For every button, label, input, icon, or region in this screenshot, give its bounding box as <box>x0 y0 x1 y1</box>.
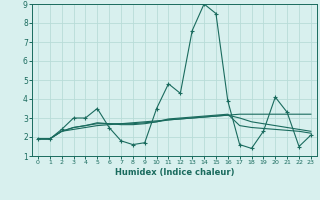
X-axis label: Humidex (Indice chaleur): Humidex (Indice chaleur) <box>115 168 234 177</box>
